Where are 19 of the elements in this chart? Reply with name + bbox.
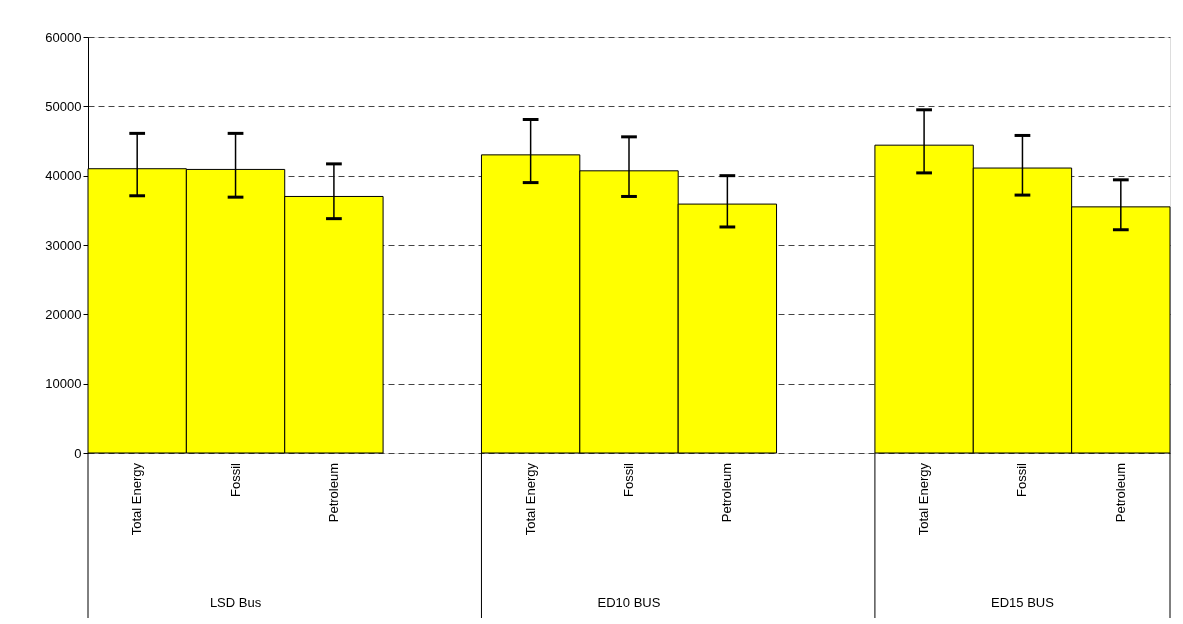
y-tick-label: 0 bbox=[74, 445, 82, 461]
x-tick-label: Fossil bbox=[1014, 462, 1030, 497]
y-tick-label: 60000 bbox=[45, 29, 82, 45]
y-tick-label: 30000 bbox=[45, 237, 82, 253]
y-tick-label: 10000 bbox=[45, 376, 82, 392]
x-tick-label: Petroleum bbox=[325, 463, 341, 523]
x-tick-label: Total Energy bbox=[916, 462, 932, 536]
y-tick-label: 50000 bbox=[45, 98, 82, 114]
y-tick-label: 40000 bbox=[45, 168, 82, 184]
x-tick-label: Total Energy bbox=[129, 462, 145, 536]
y-tick-label: 20000 bbox=[45, 306, 82, 322]
text: LSD Bus bbox=[209, 595, 262, 610]
x-tick-label: Total Energy bbox=[522, 462, 538, 536]
x-tick-label: Fossil bbox=[621, 462, 636, 497]
text: ED15 BUS bbox=[991, 595, 1055, 610]
text: ED10 BUS bbox=[597, 595, 661, 610]
x-tick-label: Petroleum bbox=[1112, 463, 1128, 523]
x-tick-label: Fossil bbox=[227, 462, 243, 497]
x-tick-label: Petroleum bbox=[719, 463, 735, 523]
